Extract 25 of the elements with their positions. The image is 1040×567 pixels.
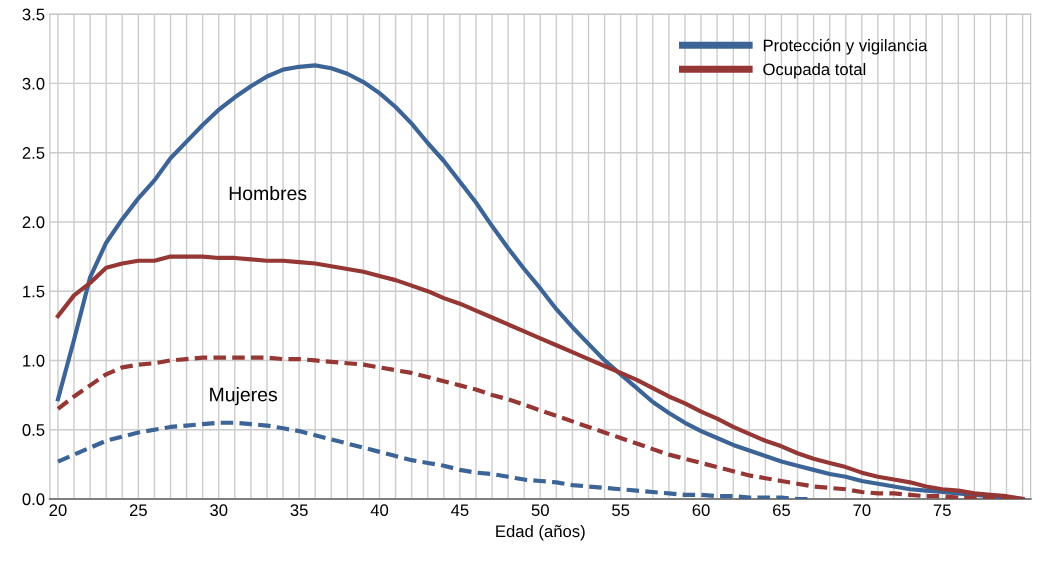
x-tick-label: 55 <box>612 504 630 517</box>
y-tick-label: 1.5 <box>23 285 45 298</box>
x-tick-label: 50 <box>531 504 549 517</box>
y-tick-label: 3.5 <box>22 8 45 21</box>
y-tick-label: 2.5 <box>22 147 45 159</box>
x-tick-label: 30 <box>210 504 228 517</box>
annotation: Mujeres <box>210 387 277 406</box>
x-tick-label: 60 <box>692 504 710 517</box>
annotation: Hombres <box>229 185 307 201</box>
x-tick-label: 45 <box>451 504 469 517</box>
y-tick-label: 2.0 <box>22 216 45 229</box>
y-tick-label: 0.0 <box>22 493 45 506</box>
x-tick-label: 25 <box>129 504 147 517</box>
x-axis-title: Edad (años) <box>496 524 585 541</box>
x-tick-label: 40 <box>370 504 389 517</box>
x-tick-label: 20 <box>49 504 67 517</box>
x-tick-label: 70 <box>853 504 871 517</box>
y-tick-label: 0.5 <box>22 424 45 436</box>
legend-label: Protección y vigilancia <box>763 38 928 55</box>
x-tick-label: 35 <box>290 504 308 517</box>
legend-label: Ocupada total <box>763 62 866 79</box>
x-tick-label: 65 <box>773 504 791 517</box>
x-tick-label: 75 <box>933 504 951 517</box>
y-tick-label: 3.0 <box>22 77 45 90</box>
y-tick-label: 1.0 <box>23 354 45 367</box>
